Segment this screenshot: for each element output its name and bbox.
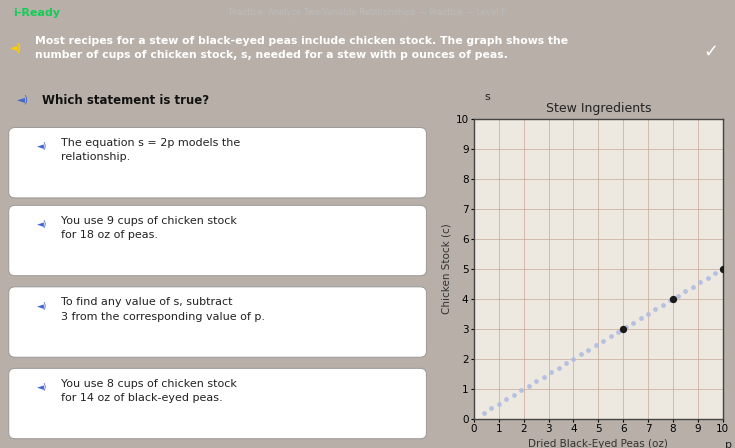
Text: The equation s = 2p models the
relationship.: The equation s = 2p models the relations… xyxy=(61,138,240,162)
Point xyxy=(545,369,557,376)
Point xyxy=(553,364,564,371)
Point xyxy=(515,387,527,394)
Point xyxy=(679,288,691,295)
Text: ◄): ◄) xyxy=(37,142,48,151)
Point xyxy=(667,295,678,302)
Point xyxy=(575,351,587,358)
Point xyxy=(717,265,728,272)
Text: i-Ready: i-Ready xyxy=(13,8,60,18)
Point xyxy=(508,391,520,398)
Y-axis label: Chicken Stock (c): Chicken Stock (c) xyxy=(441,224,451,314)
Text: ◄): ◄) xyxy=(37,302,48,310)
Text: p: p xyxy=(725,440,732,448)
Text: ◄): ◄) xyxy=(17,94,29,104)
Text: You use 8 cups of chicken stock
for 14 oz of black-eyed peas.: You use 8 cups of chicken stock for 14 o… xyxy=(61,379,237,403)
Point xyxy=(686,283,698,290)
Point xyxy=(672,292,684,299)
Point xyxy=(695,279,706,286)
Text: ◄): ◄) xyxy=(37,220,48,229)
FancyBboxPatch shape xyxy=(9,368,426,439)
Point xyxy=(590,342,602,349)
Point xyxy=(567,355,579,362)
Point xyxy=(634,315,646,322)
Point xyxy=(493,401,505,408)
X-axis label: Dried Black-Eyed Peas (oz): Dried Black-Eyed Peas (oz) xyxy=(528,439,668,448)
Point xyxy=(560,360,572,367)
Point xyxy=(650,306,662,313)
Point xyxy=(530,378,542,385)
Point xyxy=(717,265,728,272)
Text: s: s xyxy=(484,92,490,102)
Point xyxy=(486,405,498,412)
Point xyxy=(617,325,629,332)
Point xyxy=(605,333,617,340)
Point xyxy=(612,328,624,336)
Text: Most recipes for a stew of black-eyed peas include chicken stock. The graph show: Most recipes for a stew of black-eyed pe… xyxy=(35,36,568,60)
FancyBboxPatch shape xyxy=(9,128,426,198)
Point xyxy=(501,396,512,403)
Point xyxy=(582,346,594,353)
Point xyxy=(709,270,721,277)
Point xyxy=(657,301,669,308)
Point xyxy=(598,337,609,345)
Point xyxy=(702,274,714,281)
FancyBboxPatch shape xyxy=(9,287,426,357)
Title: Stew Ingredients: Stew Ingredients xyxy=(545,102,651,115)
Text: Which statement is true?: Which statement is true? xyxy=(42,94,209,107)
Point xyxy=(478,409,490,417)
Text: You use 9 cups of chicken stock
for 18 oz of peas.: You use 9 cups of chicken stock for 18 o… xyxy=(61,215,237,240)
Text: ◄): ◄) xyxy=(10,43,21,52)
Text: To find any value of s, subtract
3 from the corresponding value of p.: To find any value of s, subtract 3 from … xyxy=(61,297,265,322)
Text: Practice: Analyze Two-Variable Relationships — Practice — Level F: Practice: Analyze Two-Variable Relations… xyxy=(229,9,506,17)
Point xyxy=(620,324,631,331)
Point xyxy=(523,382,534,389)
Point xyxy=(664,297,676,304)
FancyBboxPatch shape xyxy=(9,205,426,276)
Point xyxy=(642,310,654,317)
Text: ✓: ✓ xyxy=(703,43,719,61)
Text: ◄): ◄) xyxy=(37,383,48,392)
Point xyxy=(627,319,639,327)
Point xyxy=(538,373,550,380)
